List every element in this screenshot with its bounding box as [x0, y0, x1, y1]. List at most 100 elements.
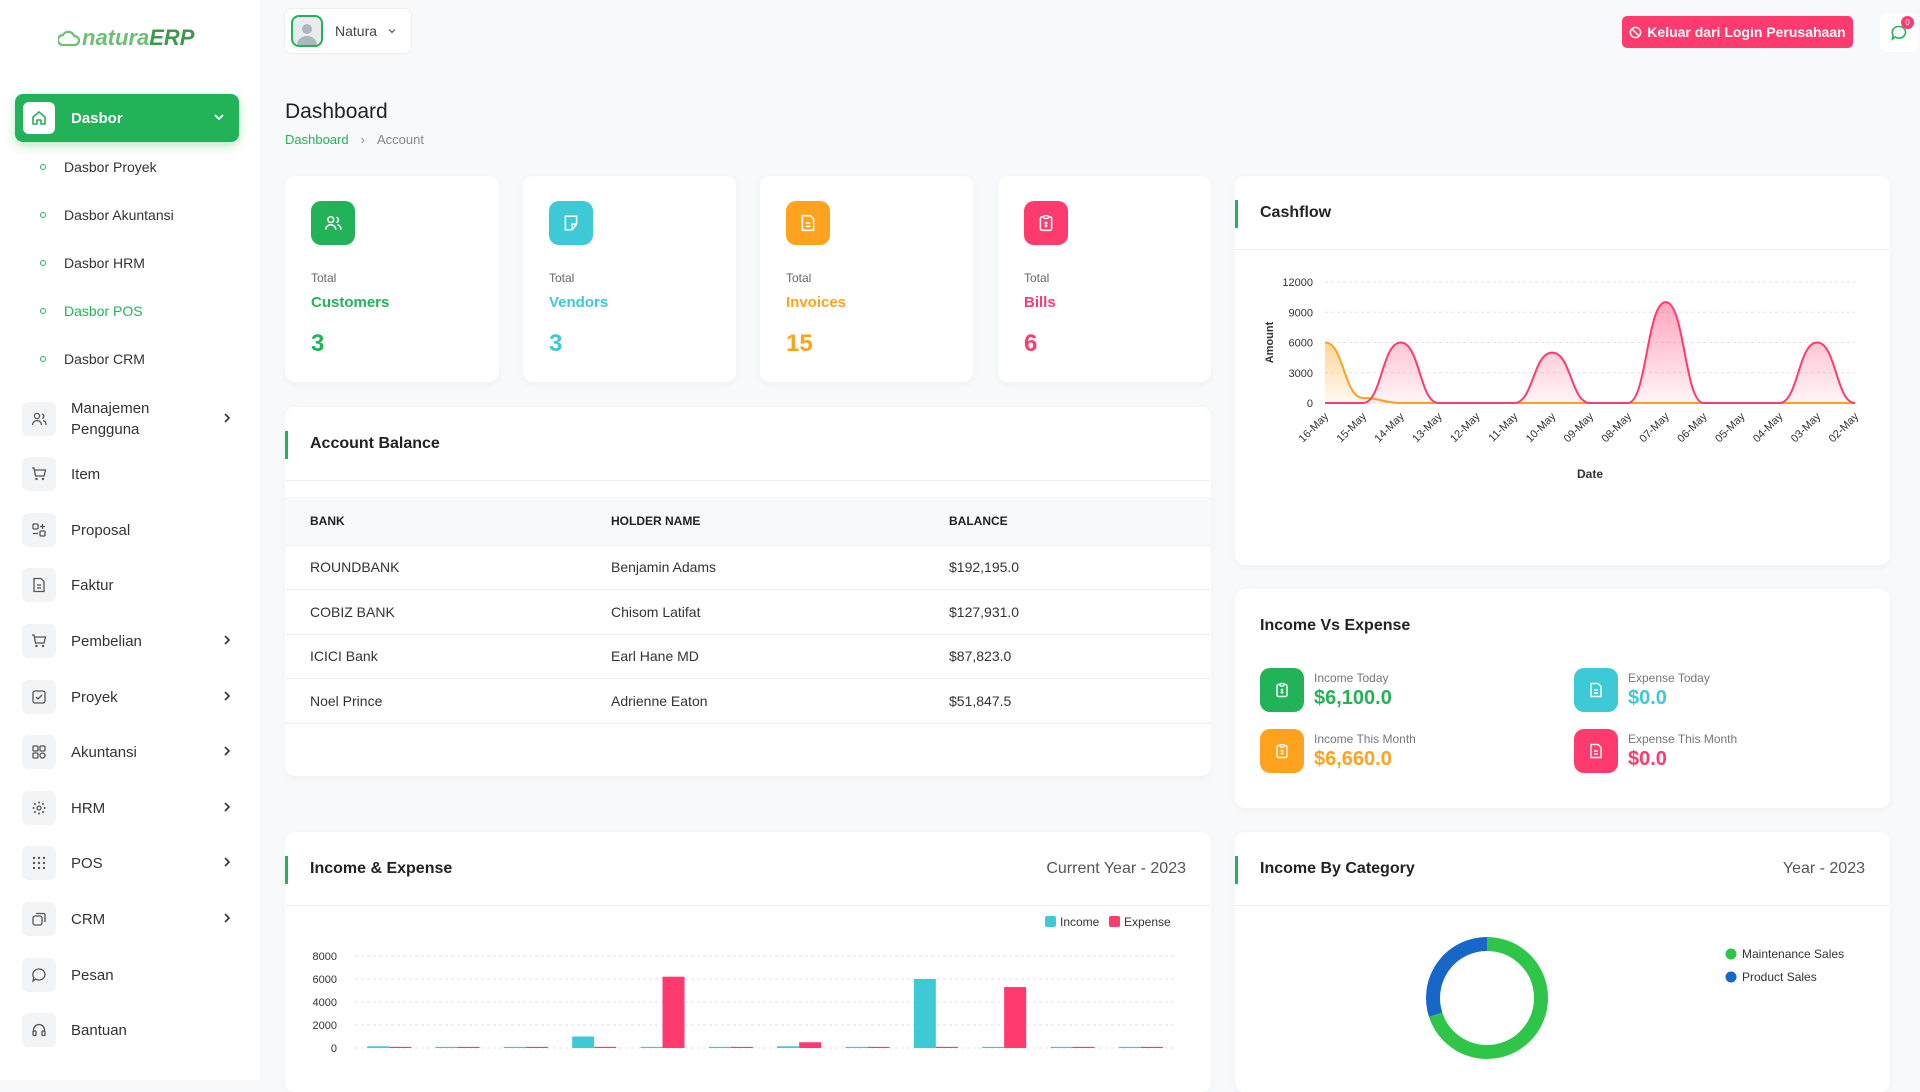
account-balance-table: BANK HOLDER NAME BALANCE ROUNDBANK Benjam… [285, 497, 1211, 724]
sidebar-item-label: Item [71, 465, 101, 483]
table-cell: ROUNDBANK [285, 544, 586, 590]
table-cell: $192,195.0 [924, 544, 1211, 590]
table-cell: ICICI Bank [285, 633, 586, 679]
legend-label: Product Sales [1742, 970, 1817, 984]
logo-text-a: natura [82, 25, 150, 50]
y-tick-label: 3000 [1289, 368, 1313, 380]
breadcrumb-link-dashboard[interactable]: Dashboard [285, 132, 349, 147]
sidebar-item-proyek[interactable]: Proyek [22, 680, 232, 714]
income-by-category-card: Income By Category Year - 2023 Maintenan… [1235, 832, 1890, 1092]
income-vs-expense-card: Income Vs Expense Income Today $6,100.0 E… [1235, 589, 1890, 808]
x-tick-label: 02-May [1827, 410, 1862, 445]
x-tick-label: 16-May [1297, 410, 1332, 445]
table-row[interactable]: Noel Prince Adrienne Eaton $51,847.5 [285, 678, 1211, 724]
sidebar-subitem-dasbor-crm[interactable]: Dasbor CRM [40, 351, 145, 367]
sidebar-subitem-dasbor-akuntansi[interactable]: Dasbor Akuntansi [40, 207, 174, 223]
table-row[interactable]: ROUNDBANK Benjamin Adams $192,195.0 [285, 544, 1211, 590]
cashflow-chart: 0 3000 6000 9000 12000 16-May 15-May 14-May 13-M… [1264, 277, 1862, 481]
sidebar-item-label: Proposal [71, 521, 131, 539]
bar-income [640, 1046, 663, 1048]
bills-icon [1024, 201, 1068, 245]
header-accent-bar [1235, 200, 1238, 228]
y-tick-label: 0 [1307, 398, 1313, 410]
sidebar-item-akuntansi[interactable]: Akuntansi [22, 735, 232, 769]
series-line [1325, 301, 1856, 404]
logo-text-b: ERP [149, 25, 195, 50]
stat-total-label: Total [311, 271, 337, 285]
x-tick-label: 06-May [1675, 410, 1710, 445]
sidebar-item-proposal[interactable]: Proposal [22, 513, 232, 547]
bar-expense [662, 976, 685, 1048]
bar-income [982, 1046, 1005, 1048]
sidebar-subitem-dasbor-pos[interactable]: Dasbor POS [40, 303, 143, 319]
legend-swatch [1109, 916, 1120, 927]
sidebar-subitem-label: Dasbor CRM [64, 351, 145, 367]
x-tick-label: 14-May [1372, 410, 1407, 445]
y-tick-label: 6000 [1289, 338, 1313, 350]
column-header[interactable]: BANK [285, 497, 586, 545]
card-header: Cashflow [1235, 176, 1890, 250]
y-tick-label: 6000 [313, 974, 337, 986]
sidebar-item-label: Dasbor [71, 109, 123, 127]
table-row[interactable]: ICICI Bank Earl Hane MD $87,823.0 [285, 633, 1211, 679]
sidebar-subitem-label: Dasbor Proyek [64, 159, 157, 175]
table-cell: Earl Hane MD [586, 633, 924, 679]
bar-income [503, 1046, 526, 1048]
bar-expense [594, 1046, 617, 1048]
logout-label: Keluar dari Login Perusahaan [1647, 24, 1846, 40]
headset-icon [22, 1013, 56, 1047]
x-tick-label: 08-May [1600, 410, 1635, 445]
y-tick-label: 0 [331, 1043, 337, 1055]
table-row[interactable]: COBIZ BANK Chisom Latifat $127,931.0 [285, 589, 1211, 634]
invoice-icon [22, 568, 56, 602]
stat-total-label: Total [1024, 271, 1050, 285]
logout-company-button[interactable]: Keluar dari Login Perusahaan [1622, 16, 1853, 48]
sidebar-item-bantuan[interactable]: Bantuan [22, 1013, 232, 1047]
sidebar-item-crm[interactable]: CRM [22, 902, 232, 936]
sidebar-item-pesan[interactable]: Pesan [22, 958, 232, 992]
chevron-down-icon [213, 110, 225, 127]
sidebar-item-label: Pesan [71, 966, 114, 984]
card-title: Income Vs Expense [1260, 617, 1411, 634]
stat-total-label: Total [549, 271, 575, 285]
sidebar-item-pembelian[interactable]: Pembelian [22, 624, 232, 658]
bar-income [845, 1046, 868, 1048]
x-tick-label: 05-May [1713, 410, 1748, 445]
x-tick-label: 12-May [1448, 410, 1483, 445]
app-logo[interactable]: natura ERP [58, 24, 195, 52]
sidebar-item-faktur[interactable]: Faktur [22, 568, 232, 602]
sidebar-item-hrm[interactable]: HRM [22, 791, 232, 825]
breadcrumb: Dashboard › Account [285, 132, 424, 147]
sidebar-item-pos[interactable]: POS [22, 846, 232, 880]
stat-card-vendors[interactable]: Total Vendors 3 [523, 176, 736, 382]
legend-swatch [1725, 948, 1737, 960]
stat-card-customers[interactable]: Total Customers 3 [285, 176, 499, 382]
sidebar-subitem-dasbor-hrm[interactable]: Dasbor HRM [40, 255, 145, 271]
table-cell: Chisom Latifat [586, 589, 924, 634]
sidebar-item-manajemen-pengguna[interactable]: Manajemen Pengguna [22, 398, 232, 440]
stat-name: Vendors [549, 294, 609, 311]
column-header[interactable]: BALANCE [924, 497, 1211, 545]
bar-expense [867, 1046, 890, 1048]
sidebar-subitem-dasbor-proyek[interactable]: Dasbor Proyek [40, 159, 157, 175]
hrm-icon [22, 791, 56, 825]
stat-card-bills[interactable]: Total Bills 6 [998, 176, 1211, 382]
card-title: Cashflow [1260, 204, 1332, 221]
user-menu[interactable]: Natura [284, 8, 412, 54]
y-tick-label: 12000 [1282, 277, 1313, 289]
sidebar-item-label: Pembelian [71, 632, 142, 650]
sidebar-item-label: Manajemen [71, 400, 150, 417]
stat-name: Bills [1024, 294, 1056, 311]
sidebar-item-dasbor[interactable]: Dasbor [15, 94, 239, 142]
series-area [1325, 302, 1855, 403]
header-accent-bar [1235, 856, 1238, 884]
income-by-category-chart: Maintenance Sales Product Sales [1426, 937, 1844, 1059]
header-accent-bar [285, 856, 288, 884]
cloud-icon [58, 30, 80, 47]
column-header[interactable]: HOLDER NAME [586, 497, 924, 545]
sidebar-item-item[interactable]: Item [22, 457, 232, 491]
stat-value: 3 [311, 330, 325, 357]
bar-income [572, 1036, 595, 1048]
messages-button[interactable]: 0 [1880, 14, 1918, 52]
stat-card-invoices[interactable]: Total Invoices 15 [760, 176, 973, 382]
